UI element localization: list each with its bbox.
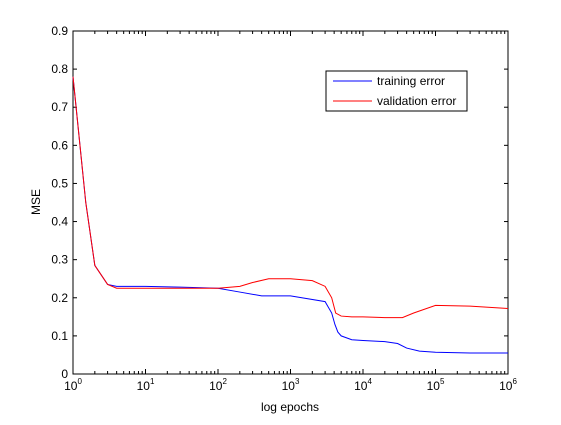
y-axis-label: MSE — [29, 189, 43, 215]
legend-label-training-error: training error — [377, 74, 445, 88]
y-tick-label: 0.3 — [51, 253, 68, 267]
y-tick-label: 0 — [61, 367, 68, 381]
y-tick-label: 0.4 — [51, 215, 68, 229]
y-tick-label: 0.2 — [51, 291, 68, 305]
x-tick-label: 105 — [427, 377, 445, 393]
legend: training error validation error — [325, 70, 468, 112]
y-tick-label: 0.6 — [51, 138, 68, 152]
x-axis-label: log epochs — [261, 400, 319, 414]
x-tick-label: 104 — [354, 377, 372, 393]
y-tick-label: 0.9 — [51, 24, 68, 38]
y-tick-label: 0.1 — [51, 329, 68, 343]
y-tick-label: 0.7 — [51, 100, 68, 114]
x-tick-label: 101 — [137, 377, 155, 393]
series-line-training-error — [72, 76, 508, 354]
x-axis: 100 101 102 103 104 105 106 — [64, 31, 517, 393]
x-tick-label: 103 — [282, 377, 300, 393]
y-axis: 0 0.1 0.2 0.3 0.4 0.5 0.6 0.7 0.8 0.9 — [51, 24, 508, 381]
y-tick-label: 0.8 — [51, 62, 68, 76]
x-tick-label: 106 — [499, 377, 517, 393]
x-tick-label: 102 — [209, 377, 227, 393]
legend-box — [325, 70, 468, 112]
y-tick-label: 0.5 — [51, 176, 68, 190]
legend-label-validation-error: validation error — [377, 94, 456, 108]
series-group — [72, 76, 509, 354]
series-line-validation-error — [72, 76, 509, 319]
x-tick-label: 100 — [64, 377, 82, 393]
